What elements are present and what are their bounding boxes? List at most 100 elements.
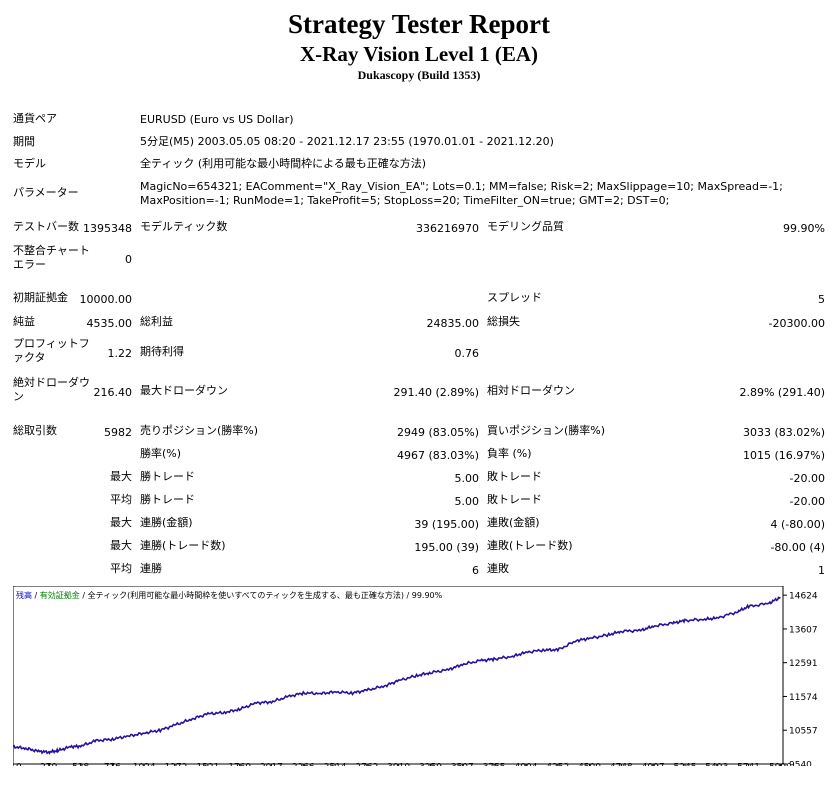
- x-tick-label: 3010: [387, 763, 410, 766]
- max-consecutive-losses-value: 4 (-80.00): [770, 518, 825, 531]
- expected-payoff-label: 期待利得: [140, 345, 184, 358]
- max-consecutive-loss-label: 連敗(トレード数): [487, 539, 573, 552]
- net-profit-value: 4535.00: [86, 317, 133, 330]
- period-value: 5分足(M5) 2003.05.05 08:20 - 2021.12.17 23…: [140, 135, 554, 148]
- y-tick-label: 14624: [789, 592, 818, 602]
- legend-part: 残高: [16, 590, 32, 600]
- gross-profit-value: 24835.00: [426, 317, 480, 330]
- x-tick-label: 4748: [610, 763, 633, 766]
- x-tick-label: 1521: [196, 763, 219, 766]
- balance-chart: 残高 / 有効証拠金 / 全ティック(利用可能な最小時間枠を使いすべてのティック…: [13, 586, 818, 766]
- x-tick-label: 4252: [546, 763, 569, 766]
- balance-line: [13, 596, 781, 755]
- largest-loss-value: -20.00: [789, 472, 825, 485]
- y-tick-label: 13607: [789, 625, 818, 635]
- x-axis: 0 279 528 776 1024 1272 1521 1769 2017 2266 2514 27…: [13, 763, 792, 766]
- bars-value: 1395348: [83, 222, 132, 235]
- max-consecutive-losses-label: 連敗(金額): [487, 516, 540, 529]
- total-trades-value: 5982: [104, 426, 132, 439]
- max-drawdown-label: 最大ドローダウン: [140, 384, 228, 397]
- bars-label: テストバー数: [13, 220, 79, 233]
- x-tick-label: 4004: [515, 763, 538, 766]
- report-title: Strategy Tester Report: [288, 9, 550, 39]
- x-tick-label: 5245: [674, 763, 697, 766]
- max-consecutive-count-label: 最大: [110, 539, 132, 552]
- total-trades-label: 総取引数: [13, 424, 57, 437]
- average-label: 平均: [110, 493, 132, 506]
- loss-trades-label: 負率 (%): [487, 447, 532, 460]
- relative-drawdown-value: 2.89% (291.40): [739, 386, 825, 399]
- average-loss-value: -20.00: [789, 495, 825, 508]
- quality-label: モデリング品質: [487, 220, 564, 233]
- x-tick-label: 5990: [769, 763, 792, 766]
- long-positions-label: 買いポジション(勝率%): [487, 424, 606, 437]
- x-tick-label: 2017: [260, 763, 283, 766]
- profit-factor-value: 1.22: [107, 347, 133, 360]
- profit-trades-value: 4967 (83.03%): [396, 449, 479, 462]
- average-loss-label: 敗トレード: [487, 493, 542, 506]
- mismatch-label: 不整合チャートエラー: [13, 244, 90, 271]
- average-consecutive-losses-value: 1: [818, 564, 825, 577]
- symbol-label: 通貨ペア: [13, 112, 57, 125]
- x-tick-label: 776: [104, 763, 121, 766]
- x-tick-label: 0: [16, 763, 22, 766]
- y-axis: 9540 10557 11574 12591 13607 14624: [783, 592, 818, 766]
- x-tick-label: 528: [72, 763, 89, 766]
- x-tick-label: 3755: [483, 763, 506, 766]
- max-consecutive-profit-value: 195.00 (39): [414, 541, 479, 554]
- x-tick-label: 4997: [642, 763, 665, 766]
- average-profit-value: 5.00: [454, 495, 480, 508]
- net-profit-label: 純益: [13, 315, 35, 328]
- y-tick-label: 11574: [789, 693, 818, 703]
- x-tick-label: 2762: [355, 763, 378, 766]
- x-tick-label: 2266: [292, 763, 315, 766]
- average-consecutive-wins-value: 6: [472, 564, 479, 577]
- legend-part: / 全ティック(利用可能な最小時間枠を使いすべてのティックを生成する、最も正確な…: [80, 590, 443, 600]
- x-tick-label: 3259: [419, 763, 442, 766]
- y-tick-label: 9540: [789, 761, 812, 767]
- loss-trades-value: 1015 (16.97%): [742, 449, 825, 462]
- model-label: モデル: [13, 157, 46, 170]
- x-tick-label: 1272: [165, 763, 188, 766]
- symbol-value: EURUSD (Euro vs US Dollar): [140, 113, 294, 126]
- deposit-value: 10000.00: [79, 293, 133, 306]
- deposit-label: 初期証拠金: [13, 291, 68, 304]
- largest-loss-label: 敗トレード: [487, 470, 542, 483]
- max-consecutive-profit-label: 連勝(トレード数): [140, 539, 226, 552]
- relative-drawdown-label: 相対ドローダウン: [487, 384, 575, 397]
- chart-legend: 残高 / 有効証拠金 / 全ティック(利用可能な最小時間枠を使いすべてのティック…: [16, 590, 443, 600]
- max-consecutive-loss-value: -80.00 (4): [770, 541, 825, 554]
- spread-label: スプレッド: [487, 291, 542, 304]
- average-consecutive-losses-label: 連敗: [487, 562, 509, 575]
- model-value: 全ティック (利用可能な最小時間枠による最も正確な方法): [140, 157, 427, 170]
- average-consecutive-label: 平均: [110, 562, 132, 575]
- profit-factor-label: プロフィットファクタ: [13, 337, 90, 364]
- params-value: MagicNo=654321; EAComment="X_Ray_Vision_…: [140, 180, 783, 207]
- y-tick-label: 12591: [789, 659, 818, 669]
- spread-value: 5: [818, 293, 825, 306]
- mismatch-value: 0: [125, 253, 132, 266]
- gross-profit-label: 総利益: [140, 315, 173, 328]
- y-tick-label: 10557: [789, 727, 818, 737]
- x-tick-label: 2514: [324, 763, 347, 766]
- x-tick-label: 4500: [578, 763, 601, 766]
- chart-plot-area: [13, 586, 784, 765]
- x-tick-label: 3507: [451, 763, 474, 766]
- gross-loss-label: 総損失: [487, 315, 520, 328]
- absolute-drawdown-value: 216.40: [93, 386, 133, 399]
- average-consecutive-wins-label: 連勝: [140, 562, 162, 575]
- ea-name: X-Ray Vision Level 1 (EA): [300, 42, 538, 66]
- broker-build: Dukascopy (Build 1353): [357, 68, 481, 82]
- period-label: 期間: [13, 135, 35, 148]
- long-positions-value: 3033 (83.02%): [742, 426, 825, 439]
- x-tick-label: 5493: [705, 763, 728, 766]
- max-drawdown-value: 291.40 (2.89%): [393, 386, 479, 399]
- max-consecutive-wins-value: 39 (195.00): [414, 518, 479, 531]
- expected-payoff-value: 0.76: [454, 347, 480, 360]
- largest-profit-label: 勝トレード: [140, 470, 195, 483]
- short-positions-label: 売りポジション(勝率%): [140, 424, 259, 437]
- gross-loss-value: -20300.00: [768, 317, 825, 330]
- largest-profit-value: 5.00: [454, 472, 480, 485]
- legend-part: 有効証拠金: [40, 590, 80, 600]
